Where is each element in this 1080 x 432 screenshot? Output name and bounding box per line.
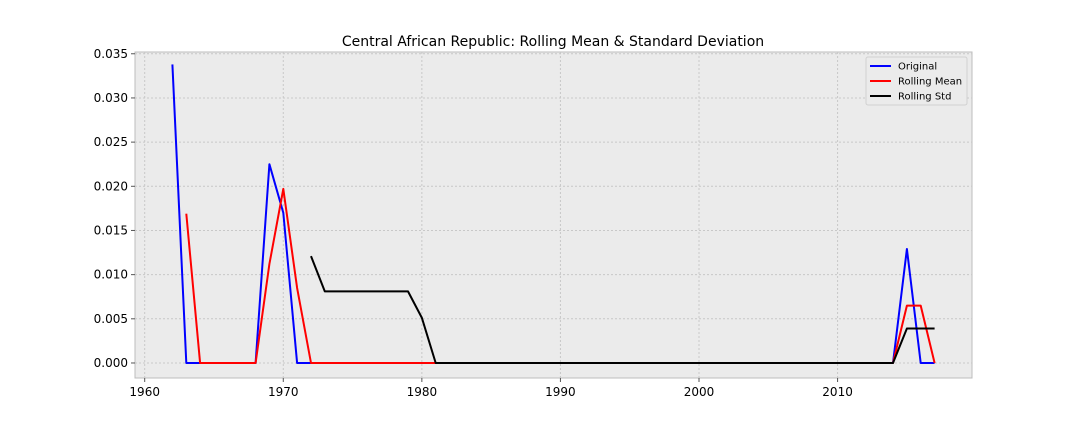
- y-tick-label: 0.000: [94, 356, 128, 370]
- legend: Original Rolling Mean Rolling Std: [865, 56, 968, 106]
- x-tick-label: 2010: [822, 385, 853, 399]
- x-tick-label: 2000: [684, 385, 715, 399]
- y-tick-label: 0.015: [94, 223, 128, 237]
- chart-title: Central African Republic: Rolling Mean &…: [342, 34, 764, 50]
- y-tick-label: 0.010: [94, 268, 128, 282]
- legend-box: [865, 56, 968, 106]
- y-tick-label: 0.005: [94, 312, 128, 326]
- series-line-rolling-std: [310, 255, 935, 364]
- x-tick-label: 1970: [268, 385, 299, 399]
- x-tick-label: 1980: [407, 385, 438, 399]
- x-tick-label: 1990: [545, 385, 576, 399]
- series-lines: [171, 64, 936, 364]
- legend-label: Original: [898, 62, 937, 73]
- legend-label: Rolling Mean: [898, 77, 962, 88]
- y-tick-label: 0.020: [94, 179, 128, 193]
- y-tick-label: 0.030: [94, 91, 128, 105]
- x-axis-ticks: 1960 1970 1980 1990 2000 2010: [129, 378, 853, 399]
- y-tick-label: 0.035: [94, 47, 128, 61]
- plot-area: [134, 51, 973, 379]
- y-tick-label: 0.025: [94, 135, 128, 149]
- y-axis-ticks: 0.000 0.005 0.010 0.015 0.020 0.025 0.030 0.035: [94, 47, 135, 370]
- legend-label: Rolling Std: [898, 92, 951, 103]
- x-tick-label: 1960: [129, 385, 160, 399]
